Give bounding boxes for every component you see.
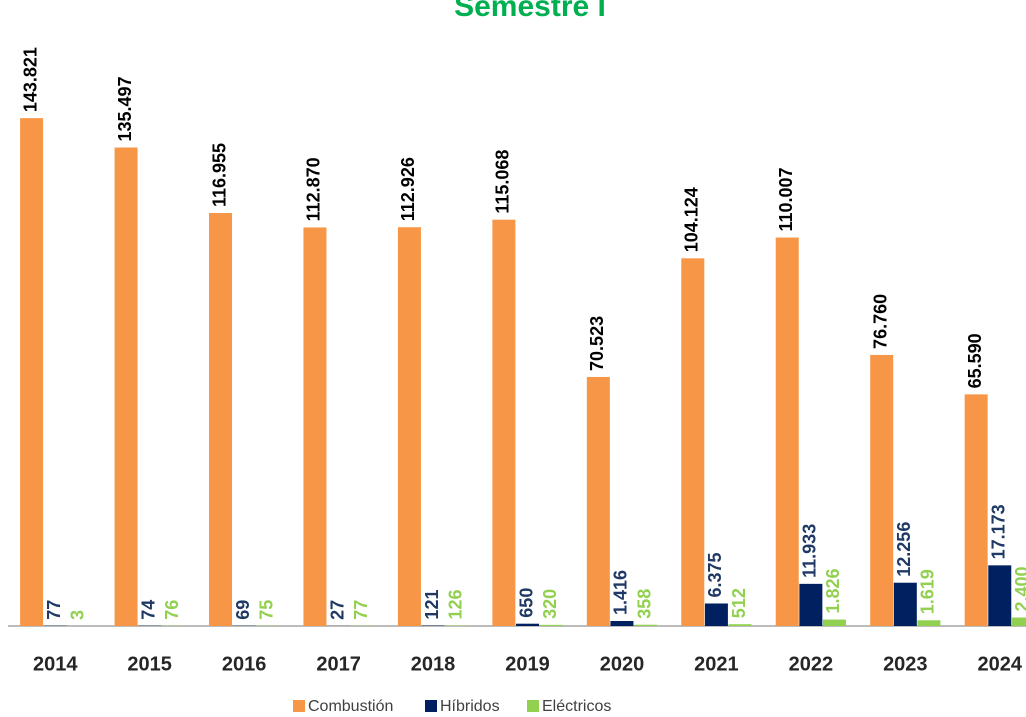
x-tick-label: 2020: [600, 653, 645, 675]
data-label: 12.256: [894, 522, 914, 577]
data-label: 70.523: [587, 316, 607, 371]
bar: [704, 603, 728, 626]
bar: [1011, 617, 1026, 626]
x-tick-label: 2018: [411, 653, 456, 675]
chart-title: Semestre I: [454, 0, 606, 23]
x-tick-label: 2021: [694, 653, 739, 675]
legend-label: Híbridos: [440, 698, 500, 715]
bar: [870, 354, 894, 626]
legend-swatch: [425, 700, 437, 712]
legend-label: Combustión: [308, 698, 393, 715]
bar: [964, 394, 988, 626]
legend-label: Eléctricos: [542, 698, 611, 715]
data-label: 320: [540, 589, 560, 619]
data-label: 27: [327, 600, 347, 620]
data-label: 115.068: [493, 150, 513, 214]
data-label: 3: [68, 610, 88, 620]
data-label: 76.760: [870, 294, 890, 349]
bar: [728, 624, 752, 626]
legend-swatch: [293, 700, 305, 712]
data-label: 126: [445, 590, 465, 620]
data-label: 512: [729, 588, 749, 618]
bar: [303, 227, 327, 627]
bar: [20, 118, 44, 627]
bar: [610, 620, 634, 626]
bar: [634, 624, 658, 626]
data-label: 77: [44, 600, 64, 620]
data-label: 112.926: [398, 157, 418, 221]
bar: [539, 624, 563, 626]
bar: [893, 582, 917, 626]
bar: [822, 619, 846, 626]
x-tick-label: 2022: [789, 653, 834, 675]
data-label: 76: [162, 600, 182, 620]
bar: [492, 219, 516, 626]
bar: [988, 565, 1012, 626]
data-label: 143.821: [20, 47, 40, 112]
x-tick-label: 2019: [505, 653, 550, 675]
data-label: 11.933: [800, 524, 820, 578]
bar: [681, 258, 705, 626]
bar: [209, 213, 233, 626]
bar: [516, 623, 539, 626]
data-label: 1.619: [918, 569, 938, 614]
data-label: 650: [516, 588, 536, 618]
data-label: 135.497: [115, 76, 135, 141]
data-label: 1.416: [611, 570, 631, 615]
data-label: 69: [233, 600, 253, 620]
data-label: 74: [138, 600, 158, 620]
x-tick-label: 2014: [33, 653, 78, 675]
bar: [397, 227, 421, 627]
data-label: 65.590: [965, 333, 985, 388]
x-tick-label: 2024: [978, 653, 1023, 675]
x-tick-label: 2023: [883, 653, 928, 675]
x-tick-label: 2017: [316, 653, 361, 675]
bar: [586, 376, 610, 626]
data-label: 2.400: [1012, 566, 1026, 611]
data-label: 116.955: [209, 143, 229, 207]
data-label: 121: [422, 590, 442, 620]
x-tick-label: 2015: [127, 653, 172, 675]
data-label: 110.007: [776, 167, 796, 231]
x-tick-label: 2016: [222, 653, 267, 675]
data-label: 6.375: [705, 552, 725, 597]
data-label: 104.124: [682, 187, 702, 252]
data-label: 75: [257, 600, 277, 620]
bar: [114, 147, 138, 626]
bar: [917, 620, 941, 626]
data-label: 77: [351, 600, 371, 620]
bar: [775, 237, 799, 626]
data-label: 17.173: [989, 504, 1009, 559]
bar: [799, 583, 823, 626]
legend-swatch: [527, 700, 539, 712]
data-label: 1.826: [823, 569, 843, 614]
data-label: 358: [634, 589, 654, 619]
data-label: 112.870: [304, 157, 324, 221]
